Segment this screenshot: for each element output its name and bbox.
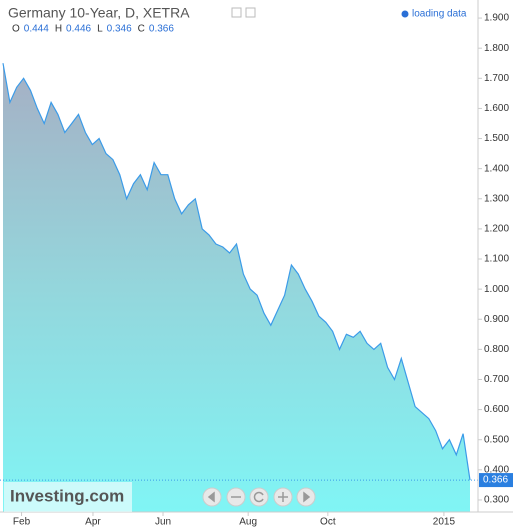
ohlc-value: 0.446 xyxy=(66,24,91,35)
ohlc-label: O xyxy=(12,24,20,35)
icon[interactable] xyxy=(245,7,256,18)
chart-title: Germany 10-Year, D, XETRA xyxy=(8,5,190,21)
logo-text: Investing.com xyxy=(10,486,124,505)
x-tick-label: Jun xyxy=(155,517,171,528)
y-tick-label: 1.900 xyxy=(484,13,509,24)
y-tick-label: 1.000 xyxy=(484,284,509,295)
logo-box xyxy=(4,482,132,512)
x-tick-label: Oct xyxy=(320,517,336,528)
ohlc-value: 0.444 xyxy=(24,24,49,35)
x-tick-label: 2015 xyxy=(433,517,456,528)
x-tick-label: Apr xyxy=(85,517,101,528)
ohlc-label: L xyxy=(97,24,103,35)
y-tick-label: 0.900 xyxy=(484,314,509,325)
y-tick-label: 0.800 xyxy=(484,344,509,355)
line xyxy=(2,63,471,481)
y-tick-label: 1.200 xyxy=(484,224,509,235)
y-tick-label: 0.500 xyxy=(484,434,509,445)
y-tick-label: 1.100 xyxy=(484,254,509,265)
y-tick-label: 1.600 xyxy=(484,103,509,114)
y-tick-label: 1.300 xyxy=(484,193,509,204)
y-tick-label: 1.700 xyxy=(484,73,509,84)
ohlc-label: C xyxy=(138,24,145,35)
last-value-label: 0.366 xyxy=(483,475,508,486)
nav-buttons xyxy=(202,487,316,507)
y-tick-label: 0.600 xyxy=(484,404,509,415)
y-tick-label: 1.500 xyxy=(484,133,509,144)
area xyxy=(3,63,470,512)
y-tick-label: 1.400 xyxy=(484,163,509,174)
ohlc-value: 0.346 xyxy=(107,24,132,35)
ohlc-label: H xyxy=(55,24,62,35)
ohlc-value: 0.366 xyxy=(149,24,174,35)
last-value-box xyxy=(479,473,513,488)
y-tick-label: 0.300 xyxy=(484,495,509,506)
x-tick-label: Feb xyxy=(13,517,31,528)
reset[interactable] xyxy=(249,487,269,507)
status: loading data xyxy=(412,9,467,20)
logo: Investing.com xyxy=(4,482,132,512)
status-dot xyxy=(401,10,409,18)
x-tick-label: Aug xyxy=(239,517,257,528)
y-tick-label: 0.700 xyxy=(484,374,509,385)
y-tick-label: 0.400 xyxy=(484,464,509,475)
icon[interactable] xyxy=(231,7,242,18)
y-tick-label: 1.800 xyxy=(484,43,509,54)
